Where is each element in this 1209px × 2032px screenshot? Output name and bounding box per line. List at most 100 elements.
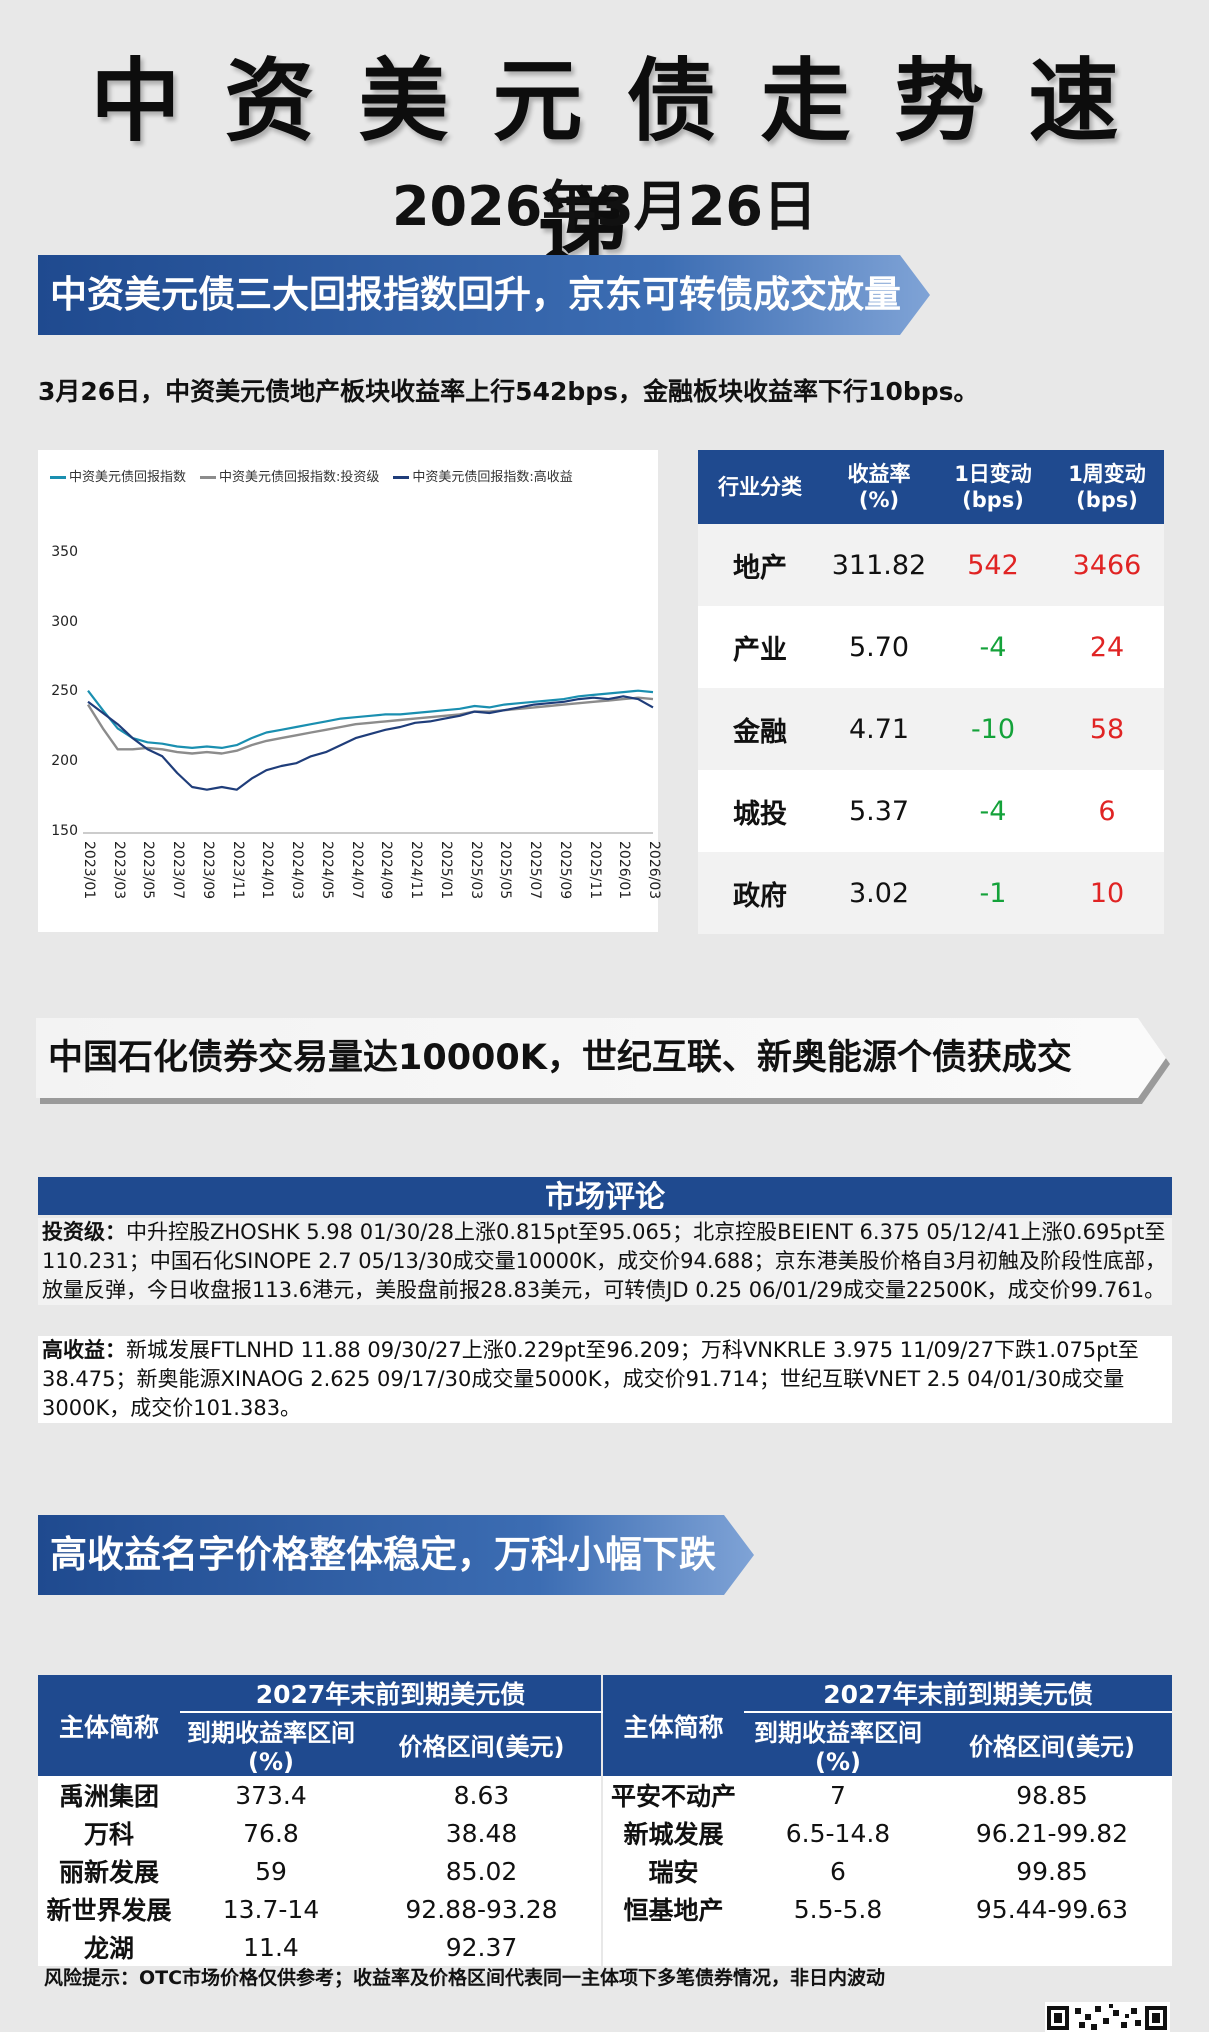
header-1w: 1周变动 (bps) <box>1050 450 1164 524</box>
y-tick-label: 200 <box>51 753 78 770</box>
table-row: 城投 5.37 -4 6 <box>698 770 1164 852</box>
hy-left-price-cell: 85.02 <box>362 1852 602 1890</box>
table-row: 丽新发展 59 85.02 瑞安 6 99.85 <box>38 1852 1172 1890</box>
change-1w-cell: 58 <box>1050 688 1164 770</box>
section1-summary: 3月26日，中资美元债地产板块收益率上行542bps，金融板块收益率下行10bp… <box>38 377 979 406</box>
table-header-row: 行业分类 收益率 (%) 1日变动 (bps) 1周变动 (bps) <box>698 450 1164 524</box>
change-1d-cell: 542 <box>936 524 1050 606</box>
hy-left-price-cell: 38.48 <box>362 1814 602 1852</box>
change-1d-cell: -1 <box>936 852 1050 934</box>
change-1d-cell: -4 <box>936 606 1050 688</box>
x-tick-label: 2025/11 <box>586 841 603 900</box>
hy-col-name-left: 主体简称 <box>38 1675 180 1776</box>
hy-right-yield-cell: 5.5-5.8 <box>744 1890 932 1928</box>
table-row: 龙湖 11.4 92.37 <box>38 1928 1172 1966</box>
change-1d-cell: -4 <box>936 770 1050 852</box>
hy-right-price-cell: 99.85 <box>932 1852 1172 1890</box>
hy-left-yield-cell: 373.4 <box>180 1776 362 1814</box>
x-tick-label: 2023/11 <box>229 841 246 900</box>
hy-col-price-right: 价格区间(美元) <box>932 1712 1172 1776</box>
hy-left-price-cell: 92.88-93.28 <box>362 1890 602 1928</box>
x-tick-label: 2025/05 <box>497 841 514 900</box>
section1-banner: 中资美元债三大回报指数回升，京东可转债成交放量 <box>38 255 930 335</box>
qr-code-icon <box>1045 2002 1170 2032</box>
hy-left-name-cell: 龙湖 <box>38 1928 180 1966</box>
table-row: 产业 5.70 -4 24 <box>698 606 1164 688</box>
yield-cell: 3.02 <box>822 852 936 934</box>
x-tick-label: 2023/07 <box>170 841 187 900</box>
header-yield: 收益率 (%) <box>822 450 936 524</box>
table-row: 禹洲集团 373.4 8.63 平安不动产 7 98.85 <box>38 1776 1172 1814</box>
hy-col-price-left: 价格区间(美元) <box>362 1712 602 1776</box>
hy-right-price-cell: 96.21-99.82 <box>932 1814 1172 1852</box>
hy-col-yield-right: 到期收益率区间(%) <box>744 1712 932 1776</box>
hy-left-yield-cell: 59 <box>180 1852 362 1890</box>
x-tick-label: 2023/03 <box>110 841 127 900</box>
category-cell: 产业 <box>698 606 822 688</box>
table-row: 金融 4.71 -10 58 <box>698 688 1164 770</box>
hy-left-name-cell: 新世界发展 <box>38 1890 180 1928</box>
table-row: 万科 76.8 38.48 新城发展 6.5-14.8 96.21-99.82 <box>38 1814 1172 1852</box>
header-1d: 1日变动 (bps) <box>936 450 1050 524</box>
commentary-hy-label: 高收益： <box>42 1338 126 1362</box>
x-tick-label: 2023/05 <box>140 841 157 900</box>
commentary-header: 市场评论 <box>38 1177 1172 1215</box>
table-row: 地产 311.82 542 3466 <box>698 524 1164 606</box>
yield-cell: 4.71 <box>822 688 936 770</box>
hy-right-name-cell: 恒基地产 <box>601 1890 744 1928</box>
x-tick-label: 2024/07 <box>348 841 365 900</box>
hy-right-name-cell: 平安不动产 <box>601 1776 744 1814</box>
commentary-ig-label: 投资级： <box>42 1220 126 1244</box>
x-tick-label: 2025/07 <box>527 841 544 900</box>
hy-group-header-right: 2027年末前到期美元债 <box>744 1675 1172 1713</box>
section2-banner: 中国石化债券交易量达10000K，世纪互联、新奥能源个债获成交 <box>36 1018 1166 1098</box>
x-tick-label: 2024/03 <box>289 841 306 900</box>
hy-right-yield-cell: 7 <box>744 1776 932 1814</box>
section3-banner: 高收益名字价格整体稳定，万科小幅下跌 <box>38 1515 754 1595</box>
hy-right-name-cell: 瑞安 <box>601 1852 744 1890</box>
y-tick-label: 150 <box>51 823 78 839</box>
hy-right-price-cell: 98.85 <box>932 1776 1172 1814</box>
hy-left-price-cell: 8.63 <box>362 1776 602 1814</box>
commentary-hy-text: 新城发展FTLNHD 11.88 09/30/27上涨0.229pt至96.20… <box>42 1338 1139 1420</box>
legend-item-composite: 中资美元债回报指数 <box>50 466 186 485</box>
x-tick-label: 2023/09 <box>199 841 216 900</box>
hy-right-yield-cell: 6.5-14.8 <box>744 1814 932 1852</box>
hy-left-name-cell: 万科 <box>38 1814 180 1852</box>
header-1w-label: 1周变动 (bps) <box>1068 462 1146 512</box>
series-line-0 <box>87 689 654 749</box>
hy-right-yield-cell: 6 <box>744 1852 932 1890</box>
y-tick-label: 250 <box>51 683 78 700</box>
header-1d-label: 1日变动 (bps) <box>954 462 1032 512</box>
hy-col-yield-left: 到期收益率区间(%) <box>180 1712 362 1776</box>
x-tick-label: 2024/09 <box>378 841 395 900</box>
table-row: 新世界发展 13.7-14 92.88-93.28 恒基地产 5.5-5.8 95.44-… <box>38 1890 1172 1928</box>
hy-right-yield-cell <box>744 1928 932 1966</box>
x-tick-label: 2024/05 <box>318 841 335 900</box>
hy-left-name-cell: 禹洲集团 <box>38 1776 180 1814</box>
x-tick-label: 2026/01 <box>616 841 633 900</box>
hy-left-name-cell: 丽新发展 <box>38 1852 180 1890</box>
sector-returns-table: 行业分类 收益率 (%) 1日变动 (bps) 1周变动 (bps) 地产 311… <box>698 450 1164 934</box>
commentary-ig: 投资级：中升控股ZHOSHK 5.98 01/30/28上涨0.815pt至95… <box>38 1218 1172 1305</box>
hy-left-yield-cell: 11.4 <box>180 1928 362 1966</box>
table-row: 政府 3.02 -1 10 <box>698 852 1164 934</box>
risk-disclaimer: 风险提示：OTC市场价格仅供参考；收益率及价格区间代表同一主体项下多笔债券情况，… <box>44 1967 886 1989</box>
hy-group-header-left: 2027年末前到期美元债 <box>180 1675 602 1713</box>
yield-cell: 311.82 <box>822 524 936 606</box>
commentary-ig-text: 中升控股ZHOSHK 5.98 01/30/28上涨0.815pt至95.065… <box>42 1220 1167 1302</box>
hy-right-price-cell <box>932 1928 1172 1966</box>
page-title: 中资美元债走势速递 <box>90 49 1163 284</box>
x-tick-label: 2025/01 <box>437 841 454 900</box>
category-cell: 政府 <box>698 852 822 934</box>
change-1w-cell: 3466 <box>1050 524 1164 606</box>
index-chart: 中资美元债回报指数 中资美元债回报指数:投资级 中资美元债回报指数:高收益 15… <box>38 450 662 932</box>
change-1d-cell: -10 <box>936 688 1050 770</box>
x-tick-label: 2024/01 <box>259 841 276 900</box>
change-1w-cell: 6 <box>1050 770 1164 852</box>
legend-label-composite: 中资美元债回报指数 <box>69 470 187 485</box>
legend-label-ig: 中资美元债回报指数:投资级 <box>219 470 380 485</box>
yield-cell: 5.37 <box>822 770 936 852</box>
chart-plot-area <box>83 689 654 834</box>
y-tick-label: 350 <box>51 543 78 560</box>
